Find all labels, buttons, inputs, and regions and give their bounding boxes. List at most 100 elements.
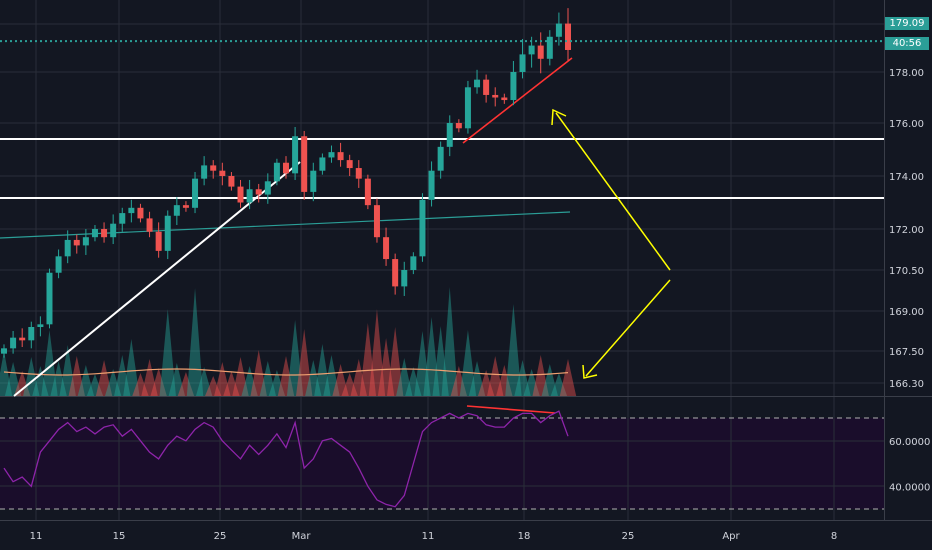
- candle-body: [192, 178, 199, 208]
- volume-bar: [268, 370, 286, 396]
- volume-bar: [468, 361, 486, 396]
- candle-body: [182, 205, 189, 208]
- candle-body: [301, 136, 308, 192]
- volume-bar: [168, 363, 186, 396]
- rsi-tick-label: 60.0000: [889, 437, 930, 448]
- candle-body: [510, 72, 517, 101]
- candle-body: [283, 162, 289, 174]
- volume-bar: [159, 309, 176, 396]
- candle-body: [246, 189, 253, 203]
- candle-body: [519, 54, 526, 72]
- candle-body: [355, 168, 362, 179]
- bar-countdown-label: 40:56: [885, 37, 929, 50]
- candle-body: [173, 205, 180, 216]
- candle-body: [337, 152, 344, 161]
- volume-bar: [405, 367, 422, 396]
- volume-bar: [559, 359, 577, 396]
- volume-bar: [77, 365, 95, 396]
- candle-body: [537, 45, 544, 59]
- candle-body: [55, 256, 62, 273]
- volume-bar: [86, 374, 104, 396]
- volume-bar: [459, 330, 477, 396]
- volume-bar: [396, 358, 413, 396]
- volume-ma-line: [3, 368, 569, 376]
- candle-body: [101, 229, 108, 238]
- candle-body: [73, 239, 80, 246]
- time-tick-label: Mar: [292, 531, 312, 542]
- rsi-band-fill: [0, 418, 884, 509]
- time-tick-label: Apr: [722, 531, 740, 542]
- rsi-line: [3, 410, 569, 508]
- volume-bar: [386, 327, 404, 396]
- price-tick-label: 167.50: [889, 347, 924, 358]
- volume-bar: [332, 364, 349, 396]
- volume-bar: [241, 366, 258, 396]
- annotation-arrow-up: [555, 112, 671, 271]
- annotation-arrowhead-up: [551, 108, 567, 126]
- time-tick-label: 25: [214, 531, 227, 542]
- candle-body: [110, 223, 117, 238]
- volume-bar: [205, 376, 222, 396]
- candle-body: [264, 181, 271, 195]
- volume-bar: [32, 366, 49, 396]
- volume-bar: [523, 369, 540, 396]
- candle-body: [119, 213, 126, 224]
- price-tick-label: 172.00: [889, 225, 924, 236]
- candle-body: [319, 157, 326, 171]
- time-tick-label: 18: [518, 531, 531, 542]
- volume-bar: [95, 360, 113, 396]
- volume-bar: [123, 339, 140, 396]
- volume-bar: [141, 359, 158, 396]
- candle-body: [237, 186, 244, 203]
- volume-bar: [232, 357, 249, 396]
- candle-body: [82, 237, 89, 246]
- volume-bar: [14, 371, 31, 396]
- candle-body: [292, 136, 299, 174]
- volume-bar: [114, 355, 131, 396]
- volume-bar: [450, 366, 468, 396]
- volume-bar: [305, 360, 322, 396]
- volume-bar: [223, 371, 240, 396]
- candle-body: [201, 165, 208, 179]
- annotation-arrow-down: [585, 279, 671, 377]
- volume-bar: [177, 372, 195, 396]
- candle-body: [155, 231, 162, 251]
- candle-body: [565, 23, 571, 50]
- volume-bar: [477, 370, 495, 396]
- candle-body: [37, 324, 44, 327]
- time-tick-label: 25: [622, 531, 635, 542]
- volume-bar: [132, 373, 149, 396]
- volume-bar: [414, 331, 431, 396]
- candle-body: [91, 229, 98, 238]
- rsi-divergence-line: [466, 405, 556, 414]
- time-tick-label: 11: [422, 531, 435, 542]
- candle-body: [64, 239, 71, 257]
- candle-body: [146, 218, 153, 232]
- candle-body: [446, 123, 453, 147]
- volume-bar: [41, 330, 58, 396]
- candle-body: [137, 207, 144, 219]
- price-tick-label: 169.00: [889, 307, 924, 318]
- candle-body: [46, 272, 53, 325]
- volume-bar: [214, 362, 231, 396]
- volume-bar: [550, 373, 568, 396]
- candle-body: [219, 170, 226, 176]
- candle-body: [437, 146, 444, 171]
- candle-body: [310, 170, 317, 192]
- annotation-arrowhead-down: [582, 364, 598, 379]
- candle-body: [28, 327, 35, 341]
- candle-body: [555, 23, 562, 37]
- volume-bar: [514, 360, 531, 396]
- last-price-label: 179.09: [885, 17, 929, 30]
- volume-bar: [323, 355, 340, 396]
- candle-body: [210, 165, 217, 171]
- candle-body: [1, 348, 7, 354]
- candle-body: [464, 87, 471, 129]
- candle-body: [164, 215, 171, 251]
- volume-bar: [487, 356, 504, 396]
- candle-body: [364, 178, 371, 206]
- candle-body: [373, 205, 380, 238]
- time-tick-label: 15: [113, 531, 126, 542]
- rsi-tick-label: 40.0000: [889, 482, 930, 493]
